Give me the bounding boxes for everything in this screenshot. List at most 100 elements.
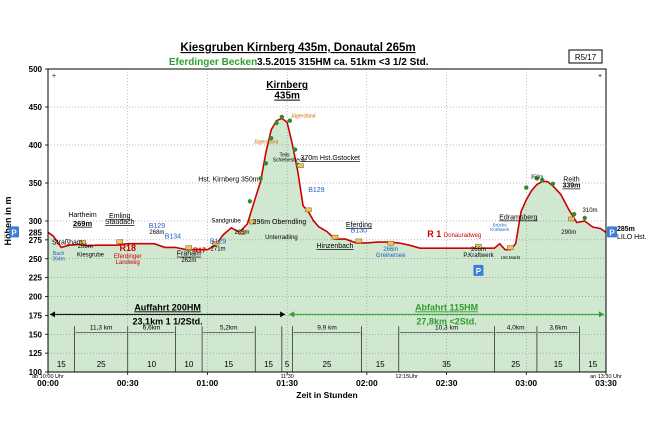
y-tick-label: 225 bbox=[29, 274, 43, 283]
tree-marker bbox=[571, 212, 577, 217]
segment-distance: 6,6km bbox=[143, 324, 161, 331]
corner-markers: + + bbox=[52, 73, 602, 80]
village-marker bbox=[568, 216, 575, 222]
tree-marker bbox=[247, 199, 253, 204]
segment-duration: 35 bbox=[442, 360, 451, 369]
tree-marker bbox=[274, 120, 279, 126]
village-marker bbox=[355, 238, 363, 244]
parking-badge bbox=[9, 226, 19, 238]
x-tick-label: 02:30 bbox=[436, 378, 458, 388]
parking-badge-label: P bbox=[476, 267, 482, 276]
annotation-label: 266m bbox=[383, 247, 398, 253]
village-marker bbox=[305, 207, 312, 213]
segment-duration: 5 bbox=[285, 360, 290, 369]
tree-marker bbox=[287, 118, 292, 123]
y-tick-label: 350 bbox=[29, 179, 43, 188]
corner-marker: + bbox=[52, 73, 56, 80]
tree-marker bbox=[582, 215, 587, 221]
tree-marker bbox=[269, 136, 274, 141]
segment-duration: 15 bbox=[588, 360, 597, 369]
header: Kiesgruben Kirnberg 435m, Donautal 265m … bbox=[169, 42, 603, 68]
y-tick-label: 300 bbox=[29, 217, 43, 226]
tree-marker bbox=[279, 114, 285, 120]
annotation-label: 285m bbox=[234, 230, 249, 236]
annotation-label: Edramsberg bbox=[499, 214, 537, 221]
y-tick-label: 150 bbox=[29, 330, 43, 339]
annotation-label: P.Kraftwerk bbox=[463, 253, 494, 259]
segment-duration: 10 bbox=[147, 360, 156, 369]
summary-line1: Abfahrt 115HM bbox=[415, 302, 478, 312]
plot-area: 15 25 10 10 15 15 5 25 15 35 25 15 15 11,3 km 6,6km 5,2… bbox=[3, 65, 647, 400]
annotation-label: Kirnberg bbox=[266, 80, 308, 91]
tree-marker bbox=[524, 185, 529, 190]
annotation-label: Sandgrube bbox=[211, 219, 241, 225]
annotation-label: 370m Hst.Gstocket bbox=[300, 155, 360, 162]
annotation-label: LILO Hst. bbox=[617, 234, 647, 241]
profile-area bbox=[48, 118, 606, 373]
village-marker bbox=[387, 240, 395, 246]
annotation-label: B129 bbox=[149, 223, 165, 230]
annotation-label: B129 bbox=[308, 187, 324, 194]
y-tick-label: 250 bbox=[29, 255, 43, 264]
annotation-label: Brücke bbox=[493, 222, 508, 227]
x-tick-label: 01:00 bbox=[197, 378, 219, 388]
annotation-label: Donauradweg bbox=[444, 233, 481, 239]
annotation-label: Fraham bbox=[177, 251, 201, 258]
segment-distance: 5,2km bbox=[220, 324, 238, 331]
annotation-label: Unt.Markt bbox=[501, 255, 521, 260]
segment-duration: 25 bbox=[97, 360, 106, 369]
chart-subtitle-region: Eferdinger Becken bbox=[169, 57, 257, 68]
annotation-label: 285m bbox=[617, 226, 635, 233]
y-tick-label: 200 bbox=[29, 293, 43, 302]
y-tick-label: 125 bbox=[29, 349, 43, 358]
annotation-label: Emling bbox=[109, 213, 131, 220]
village-marker bbox=[507, 245, 514, 250]
annotation-label: Jägerstand bbox=[254, 139, 279, 145]
x-tick-label: 01:30 bbox=[276, 378, 298, 388]
annotation-label: 339m bbox=[563, 183, 581, 190]
annotation-label: 296m Oberndling bbox=[253, 219, 307, 226]
annotation-label: Unterradling bbox=[265, 235, 298, 241]
annotation-label: Eferding bbox=[346, 222, 372, 229]
chart-title: Kiesgruben Kirnberg 435m, Donautal 265m bbox=[180, 42, 415, 54]
corner-marker: + bbox=[598, 73, 602, 80]
profile-line bbox=[47, 117, 607, 251]
y-tick-label: 450 bbox=[29, 103, 43, 112]
annotation-label: 269m bbox=[73, 219, 93, 228]
tree-marker bbox=[540, 177, 545, 183]
segment-distance: 9,9 km bbox=[317, 324, 337, 331]
segment-distances: 11,3 km 6,6km 5,2km 9,9 km 10,3 km 4,0km 3,6km bbox=[75, 324, 579, 333]
annotation-label: Reith bbox=[563, 176, 579, 183]
y-extra-label: 285 bbox=[29, 228, 43, 237]
parking-badge bbox=[473, 264, 484, 276]
x-minor-label: 12:15Uhr bbox=[395, 374, 418, 380]
segment-durations: 15 25 10 10 15 15 5 25 15 35 25 15 15 bbox=[57, 360, 598, 369]
annotation-label: Kraftwerk bbox=[490, 227, 510, 232]
segment-duration: 15 bbox=[264, 360, 273, 369]
village-marker bbox=[249, 219, 256, 225]
annotation-label: 350m bbox=[531, 174, 544, 180]
tree-marker bbox=[292, 147, 298, 152]
annotation-label: R17 bbox=[193, 248, 206, 255]
segment-duration: 25 bbox=[511, 360, 520, 369]
summary-arrow-right bbox=[599, 311, 604, 318]
tree-marker bbox=[534, 176, 540, 181]
segment-distance: 3,6km bbox=[549, 324, 567, 331]
plot-border bbox=[47, 68, 607, 373]
annotation-label: 266m bbox=[471, 247, 486, 253]
segment-distance: 11,3 km bbox=[90, 324, 113, 331]
annotation-label: Jägerstand bbox=[291, 114, 316, 120]
village-marker bbox=[297, 163, 304, 169]
annotation-label: Schiebestrecke bbox=[273, 158, 307, 164]
village-marker bbox=[212, 240, 219, 246]
summary-arrow-left bbox=[289, 311, 295, 318]
annotation-label: 310m bbox=[583, 208, 598, 214]
village-marker bbox=[185, 245, 193, 250]
tree-marker bbox=[263, 161, 269, 166]
annotation-label: Teils bbox=[279, 152, 290, 158]
tree-marker bbox=[258, 176, 263, 181]
summary-line2: 23,1km 1 1/2Std. bbox=[133, 316, 203, 326]
y-tick-label: 175 bbox=[29, 311, 43, 320]
